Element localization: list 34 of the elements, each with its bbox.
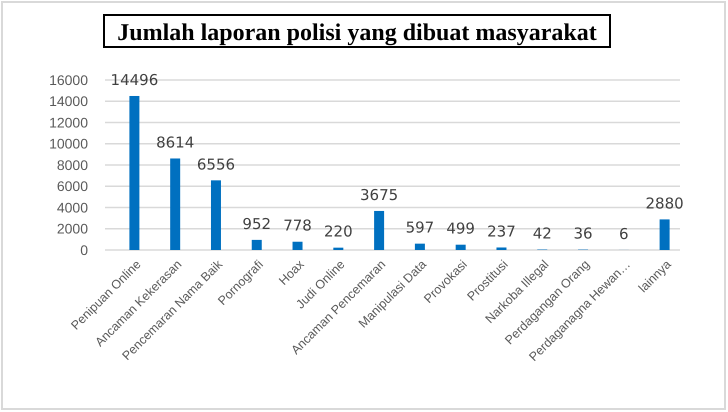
y-tick-label: 16000 [49, 72, 88, 88]
bar [456, 244, 466, 250]
bar [660, 219, 670, 250]
y-tick-label: 4000 [56, 199, 88, 216]
bar [496, 247, 506, 250]
bar [129, 96, 140, 250]
bar [210, 180, 221, 250]
bar [292, 242, 303, 250]
bar [374, 210, 384, 250]
data-label: 499 [446, 220, 475, 238]
data-label: 237 [487, 222, 516, 240]
bar [252, 240, 262, 250]
y-tick-label: 6000 [56, 178, 88, 194]
bar [414, 244, 425, 250]
data-label: 778 [283, 216, 312, 235]
data-label: 2880 [646, 194, 684, 212]
data-label: 42 [532, 224, 552, 243]
y-tick-label: 2000 [56, 220, 88, 237]
data-label: 597 [406, 218, 434, 237]
data-label: 14496 [110, 70, 158, 89]
data-label: 952 [242, 214, 272, 233]
bar [170, 158, 180, 250]
y-tick-label: 14000 [49, 93, 88, 110]
y-tick-label: 8000 [56, 156, 88, 173]
data-label: 6556 [196, 155, 236, 174]
y-tick-label: 0 [80, 242, 88, 258]
data-label: 6 [619, 224, 629, 243]
y-tick-label: 12000 [49, 114, 88, 130]
data-label: 8614 [156, 133, 194, 152]
data-label: 220 [324, 222, 353, 241]
data-label: 36 [573, 224, 593, 243]
data-label: 3675 [360, 186, 398, 204]
y-tick-label: 10000 [49, 136, 88, 152]
chart-title: Jumlah laporan polisi yang dibuat masyarakat [117, 20, 597, 46]
